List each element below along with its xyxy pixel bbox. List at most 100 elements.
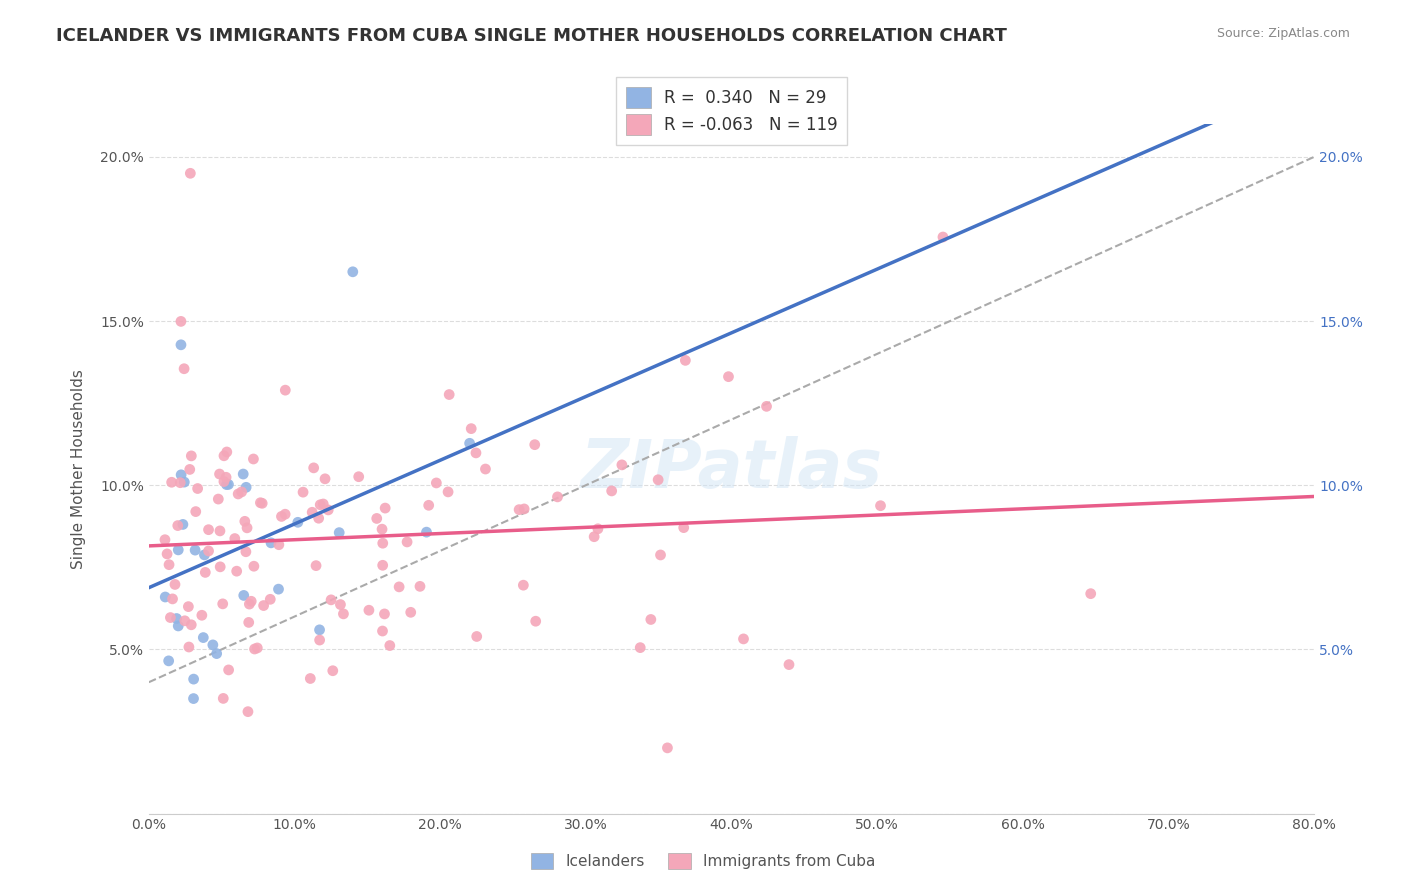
Point: [238, 615, 260, 630]
Point: [173, 361, 195, 376]
Point: [173, 475, 195, 489]
Point: [418, 498, 440, 512]
Point: [215, 445, 238, 459]
Point: [167, 542, 190, 557]
Point: [194, 566, 217, 580]
Point: [166, 611, 188, 625]
Point: [184, 543, 207, 558]
Point: [640, 612, 662, 626]
Point: [342, 265, 364, 279]
Point: [308, 511, 330, 525]
Text: Source: ZipAtlas.com: Source: ZipAtlas.com: [1216, 27, 1350, 40]
Point: [238, 597, 260, 611]
Point: [371, 522, 394, 536]
Point: [524, 614, 547, 628]
Point: [259, 592, 281, 607]
Point: [201, 638, 224, 652]
Point: [425, 475, 447, 490]
Point: [236, 521, 259, 535]
Point: [217, 477, 239, 491]
Point: [312, 497, 335, 511]
Point: [332, 607, 354, 621]
Point: [218, 663, 240, 677]
Y-axis label: Single Mother Households: Single Mother Households: [72, 369, 86, 569]
Point: [409, 579, 432, 593]
Point: [179, 166, 201, 180]
Point: [252, 599, 274, 613]
Point: [308, 633, 330, 648]
Point: [162, 591, 184, 606]
Point: [208, 467, 231, 481]
Point: [193, 548, 215, 562]
Point: [357, 603, 380, 617]
Point: [371, 624, 394, 638]
Point: [458, 436, 481, 450]
Point: [292, 485, 315, 500]
Point: [274, 383, 297, 397]
Point: [156, 547, 179, 561]
Point: [460, 422, 482, 436]
Point: [305, 558, 328, 573]
Point: [869, 499, 891, 513]
Point: [180, 449, 202, 463]
Point: [209, 559, 232, 574]
Point: [215, 477, 238, 491]
Point: [628, 640, 651, 655]
Point: [474, 462, 496, 476]
Point: [328, 525, 350, 540]
Point: [583, 530, 606, 544]
Point: [224, 532, 246, 546]
Point: [235, 480, 257, 494]
Point: [242, 452, 264, 467]
Point: [396, 535, 419, 549]
Point: [246, 640, 269, 655]
Point: [243, 559, 266, 574]
Point: [157, 654, 180, 668]
Point: [183, 672, 205, 686]
Point: [215, 470, 238, 484]
Point: [932, 230, 955, 244]
Point: [225, 564, 247, 578]
Point: [347, 469, 370, 483]
Point: [212, 691, 235, 706]
Point: [170, 338, 193, 352]
Point: [733, 632, 755, 646]
Point: [316, 503, 339, 517]
Point: [586, 522, 609, 536]
Point: [378, 639, 401, 653]
Point: [177, 599, 200, 614]
Point: [250, 496, 273, 510]
Point: [211, 597, 233, 611]
Point: [717, 369, 740, 384]
Point: [160, 475, 183, 490]
Point: [373, 607, 395, 621]
Point: [309, 498, 332, 512]
Point: [177, 640, 200, 654]
Point: [172, 517, 194, 532]
Point: [197, 544, 219, 558]
Point: [166, 518, 188, 533]
Point: [232, 589, 254, 603]
Point: [205, 647, 228, 661]
Point: [167, 619, 190, 633]
Point: [512, 578, 534, 592]
Point: [267, 582, 290, 596]
Point: [232, 467, 254, 481]
Point: [249, 496, 271, 510]
Point: [371, 536, 394, 550]
Point: [212, 475, 235, 489]
Point: [240, 594, 263, 608]
Point: [187, 482, 209, 496]
Point: [755, 400, 778, 414]
Point: [180, 617, 202, 632]
Legend: R =  0.340   N = 29, R = -0.063   N = 119: R = 0.340 N = 29, R = -0.063 N = 119: [616, 78, 848, 145]
Point: [1080, 587, 1102, 601]
Point: [226, 487, 249, 501]
Point: [374, 501, 396, 516]
Point: [437, 387, 460, 401]
Point: [191, 608, 214, 623]
Point: [302, 461, 325, 475]
Point: [157, 558, 180, 572]
Point: [212, 449, 235, 463]
Point: [233, 514, 256, 528]
